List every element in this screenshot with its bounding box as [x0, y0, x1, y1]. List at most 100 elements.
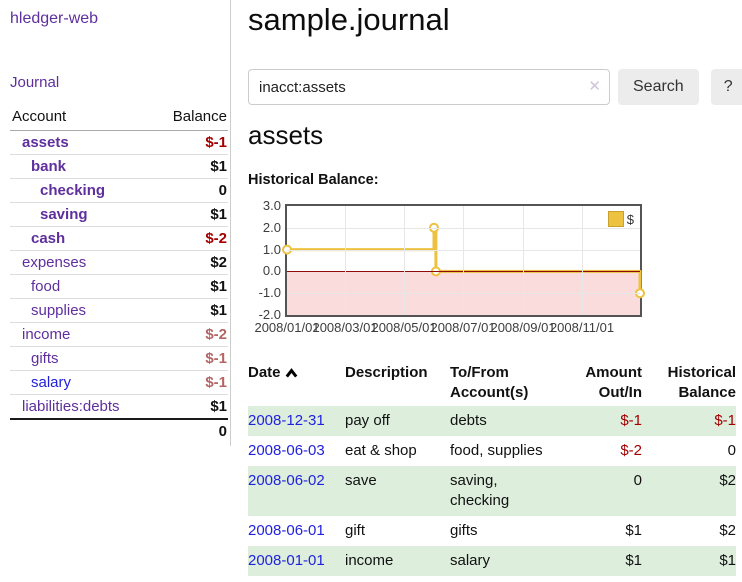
accounts-total-balance: 0	[218, 423, 227, 440]
legend-label: $	[626, 211, 634, 227]
account-balance: $-1	[205, 374, 227, 391]
v-gridline	[582, 206, 583, 315]
account-balance: $1	[210, 398, 227, 415]
account-row: assets $-1	[10, 131, 228, 155]
y-tick-label: -2.0	[258, 307, 281, 322]
account-balance: $1	[210, 302, 227, 319]
txn-balance: $-1	[714, 412, 736, 429]
register-row: 2008-06-03 eat & shop food, supplies $-2…	[248, 436, 736, 466]
account-link-supplies[interactable]: supplies	[31, 302, 87, 319]
txn-accounts: debts	[450, 412, 487, 429]
account-balance: $2	[210, 254, 227, 271]
txn-accounts: gifts	[450, 522, 478, 539]
txn-date-link[interactable]: 2008-06-01	[248, 522, 325, 539]
account-link-gifts[interactable]: gifts	[31, 350, 59, 367]
header-amount: Amount Out/In	[585, 364, 642, 401]
account-link-expenses[interactable]: expenses	[22, 254, 87, 271]
register-row: 2008-01-01 income salary $1 $1	[248, 546, 736, 576]
account-balance: $-2	[205, 326, 227, 343]
accounts-header-account: Account	[10, 105, 154, 131]
chart-title: Historical Balance:	[248, 172, 379, 188]
y-tick-label: -1.0	[258, 285, 281, 301]
chart-legend: $	[605, 210, 636, 228]
account-row: salary $-1	[10, 370, 228, 395]
txn-date-link[interactable]: 2008-06-02	[248, 472, 325, 489]
account-row: bank $1	[10, 154, 228, 179]
txn-amount: $1	[625, 552, 642, 569]
txn-accounts: saving, checking	[450, 472, 510, 509]
help-button[interactable]: ?	[710, 69, 742, 105]
txn-description: income	[345, 552, 394, 569]
txn-description: eat & shop	[345, 442, 417, 459]
chart-plot-area: $	[282, 204, 645, 317]
y-tick-label: 1.0	[262, 241, 281, 257]
account-link-salary[interactable]: salary	[31, 374, 72, 391]
header-balance: Historical Balance	[667, 364, 736, 401]
txn-balance: $2	[719, 522, 736, 539]
txn-amount: 0	[633, 472, 642, 489]
y-tick-label: 0.0	[262, 263, 281, 279]
account-link-income[interactable]: income	[22, 326, 71, 343]
x-tick-label: 2008/01/01	[254, 320, 320, 335]
txn-description: save	[345, 472, 377, 489]
account-balance: $-1	[205, 350, 227, 367]
txn-date-link[interactable]: 2008-06-03	[248, 442, 325, 459]
account-link-food[interactable]: food	[31, 278, 61, 295]
y-tick-label: 3.0	[262, 198, 281, 213]
x-tick-label: 2008/07/01	[430, 320, 496, 335]
register-row: 2008-06-01 gift gifts $1 $2	[248, 516, 736, 546]
v-gridline	[523, 206, 524, 315]
accounts-header-balance: Balance	[153, 105, 228, 131]
account-row: gifts $-1	[10, 346, 228, 371]
v-gridline	[463, 206, 464, 315]
account-link-assets[interactable]: assets	[22, 134, 69, 151]
header-date: Date	[248, 360, 345, 406]
txn-date-link[interactable]: 2008-12-31	[248, 412, 325, 429]
app-title-link[interactable]: hledger-web	[10, 10, 99, 27]
txn-balance: $1	[719, 552, 736, 569]
register-row: 2008-12-31 pay off debts $-1 $-1	[248, 406, 736, 436]
account-link-bank[interactable]: bank	[31, 158, 67, 175]
search-bar: ✕ Search ?	[248, 69, 742, 105]
account-balance: $1	[210, 206, 227, 223]
v-gridline	[345, 206, 346, 315]
account-balance: 0	[218, 182, 227, 199]
account-balance: $1	[210, 158, 227, 175]
account-row: cash $-2	[10, 226, 228, 251]
account-row: checking 0	[10, 178, 228, 203]
txn-accounts: salary	[450, 552, 491, 569]
txn-date-link[interactable]: 2008-01-01	[248, 552, 325, 569]
account-link-saving[interactable]: saving	[40, 206, 88, 223]
y-tick-label: 2.0	[262, 219, 281, 235]
register-table: Date Description To/From Account(s) Amoun…	[248, 360, 736, 576]
sort-asc-icon	[285, 368, 297, 378]
account-link-liabilities-debts[interactable]: liabilities:debts	[22, 398, 120, 415]
search-input[interactable]	[248, 69, 610, 105]
txn-accounts: food, supplies	[450, 442, 543, 459]
account-row: expenses $2	[10, 250, 228, 275]
account-heading: assets	[248, 120, 324, 150]
x-tick-label: 2008/05/01	[371, 320, 437, 335]
header-description: Description	[345, 364, 428, 381]
header-tofrom: To/From Account(s)	[450, 364, 529, 401]
account-row: income $-2	[10, 322, 228, 347]
main-panel: sample.journal ✕ Search ? assets Histori…	[248, 0, 742, 582]
sidebar: hledger-web Journal Account Balance asse…	[0, 0, 231, 446]
clear-icon[interactable]: ✕	[588, 78, 601, 95]
txn-balance: 0	[727, 442, 736, 459]
search-button[interactable]: Search	[618, 69, 699, 105]
account-link-cash[interactable]: cash	[31, 230, 66, 247]
txn-amount: $-1	[620, 412, 642, 429]
account-row: food $1	[10, 274, 228, 299]
app-brand: hledger-web	[0, 0, 230, 28]
nav-journal-link[interactable]: Journal	[10, 74, 60, 91]
x-tick-label: 2008/03/01	[312, 320, 378, 335]
search-box: ✕	[248, 69, 610, 105]
txn-description: gift	[345, 522, 366, 539]
register-header-row: Date Description To/From Account(s) Amoun…	[248, 360, 736, 406]
account-link-checking[interactable]: checking	[40, 182, 106, 199]
account-row: supplies $1	[10, 298, 228, 323]
accounts-total-row: 0	[10, 419, 228, 443]
txn-amount: $-2	[620, 442, 642, 459]
sidebar-nav: Journal	[0, 28, 230, 91]
